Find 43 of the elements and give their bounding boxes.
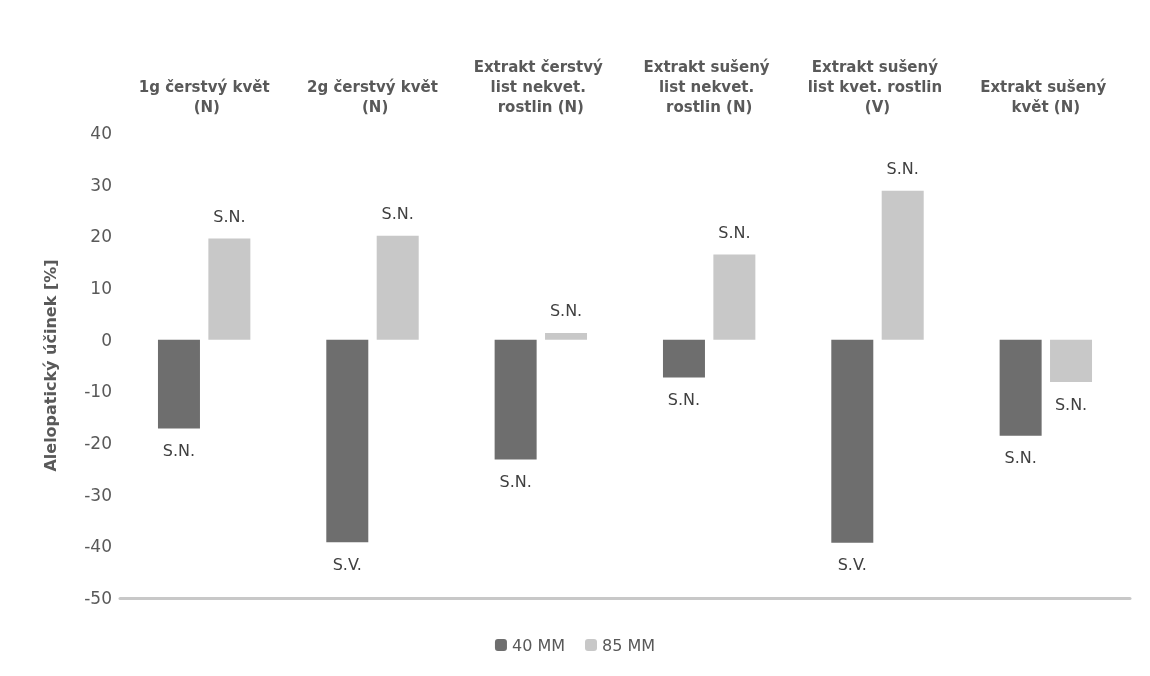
y-tick-label: 20 bbox=[90, 226, 112, 247]
data-label: S.N. bbox=[499, 472, 532, 492]
y-tick-label: -10 bbox=[84, 381, 112, 402]
bar bbox=[157, 339, 200, 429]
data-label: S.N. bbox=[1054, 394, 1088, 414]
bar bbox=[545, 332, 588, 340]
y-tick-label: -50 bbox=[84, 588, 112, 608]
y-tick-label: 0 bbox=[101, 329, 112, 350]
x-tick-label: Extrakt čerstvý list nekvet. rostlin (N) bbox=[473, 58, 608, 116]
bar bbox=[1050, 339, 1093, 383]
x-tick-label: Extrakt sušený list nekvet. rostlin (N) bbox=[643, 58, 775, 116]
data-label: S.N. bbox=[718, 222, 751, 242]
y-tick-label: 30 bbox=[90, 174, 112, 195]
legend-label: 85 MM bbox=[602, 635, 656, 655]
y-tick-label: -30 bbox=[84, 484, 112, 505]
data-label: S.N. bbox=[549, 301, 583, 321]
data-label: S.V. bbox=[332, 554, 362, 574]
bar bbox=[662, 339, 705, 378]
data-label: S.N. bbox=[213, 206, 246, 226]
data-label: S.N. bbox=[667, 389, 701, 409]
data-label: S.N. bbox=[162, 441, 196, 461]
bar bbox=[999, 339, 1042, 436]
bar bbox=[208, 238, 251, 340]
x-tick-label: 2g čerstvý květ (N) bbox=[307, 78, 438, 116]
x-tick-label: Extrakt sušený květ (N) bbox=[980, 78, 1112, 116]
bar bbox=[881, 190, 924, 340]
x-tick-label: 1g čerstvý květ (N) bbox=[138, 78, 270, 116]
y-tick-label: 10 bbox=[90, 278, 112, 298]
bar bbox=[494, 339, 537, 460]
bar bbox=[713, 254, 756, 340]
data-label: S.V. bbox=[837, 555, 867, 575]
legend-label: 40 MM bbox=[511, 635, 566, 655]
bar bbox=[326, 339, 369, 543]
y-tick-label: -40 bbox=[84, 536, 112, 557]
bar bbox=[831, 339, 874, 543]
y-tick-label: 40 bbox=[90, 123, 112, 143]
y-tick-label: -20 bbox=[84, 433, 112, 453]
y-axis-title: Alelopatický účinek [%] bbox=[40, 259, 60, 472]
bar bbox=[376, 235, 419, 340]
data-label: S.N. bbox=[886, 159, 919, 179]
data-label: S.N. bbox=[381, 204, 414, 224]
data-label: S.N. bbox=[1004, 448, 1037, 468]
x-tick-label: Extrakt sušený list kvet. rostlin (V) bbox=[807, 58, 948, 116]
